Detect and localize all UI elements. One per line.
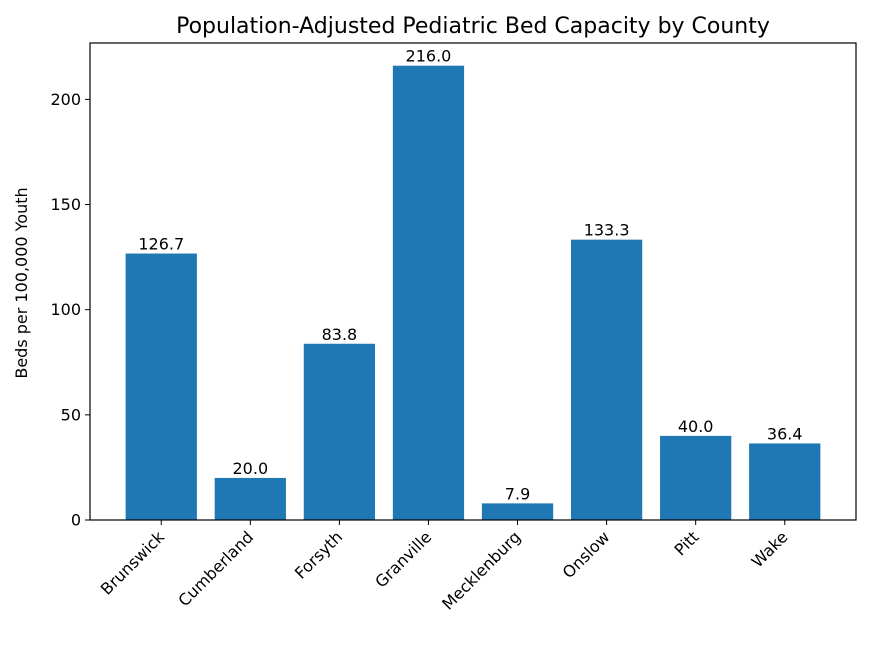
bar-forsyth [303,343,376,520]
data-label-granville: 216.0 [406,47,452,66]
y-tick-label: 200 [50,90,81,109]
x-tick-label-granville: Granville [371,527,435,591]
x-tick-label-mecklenburg: Mecklenburg [438,527,524,613]
x-tick-label-wake: Wake [748,527,792,571]
bar-cumberland [214,477,286,520]
chart-title: Population-Adjusted Pediatric Bed Capaci… [176,14,770,39]
y-tick-label: 50 [61,405,81,424]
data-label-onslow: 133.3 [584,221,630,240]
data-label-cumberland: 20.0 [233,459,269,478]
y-tick-label: 100 [50,300,81,319]
x-tick-label-pitt: Pitt [670,527,702,559]
y-axis: 0 50 100 150 200 [50,90,90,530]
y-tick-label: 0 [71,511,81,530]
bar-granville [392,65,465,520]
data-label-pitt: 40.0 [678,417,714,436]
data-label-wake: 36.4 [767,424,803,443]
bar-pitt [660,435,732,520]
x-tick-label-forsyth: Forsyth [291,527,346,582]
data-label-mecklenburg: 7.9 [505,484,530,503]
x-tick-label-brunswick: Brunswick [97,527,169,599]
data-labels-group: 126.7 20.0 83.8 216.0 7.9 133.3 40.0 36.4 [138,47,802,504]
bars-group [125,65,821,520]
bar-wake [749,443,821,520]
y-axis-label: Beds per 100,000 Youth [12,187,31,378]
bar-mecklenburg [481,503,554,520]
x-tick-label-onslow: Onslow [559,527,614,582]
data-label-brunswick: 126.7 [138,235,184,254]
y-tick-label: 150 [50,195,81,214]
plot-frame [89,42,857,521]
data-label-forsyth: 83.8 [322,325,358,344]
bar-onslow [570,239,643,520]
x-tick-label-cumberland: Cumberland [174,527,257,610]
x-axis: Brunswick Cumberland Forsyth Granville Meckl… [97,520,792,614]
bar-brunswick [125,253,197,520]
